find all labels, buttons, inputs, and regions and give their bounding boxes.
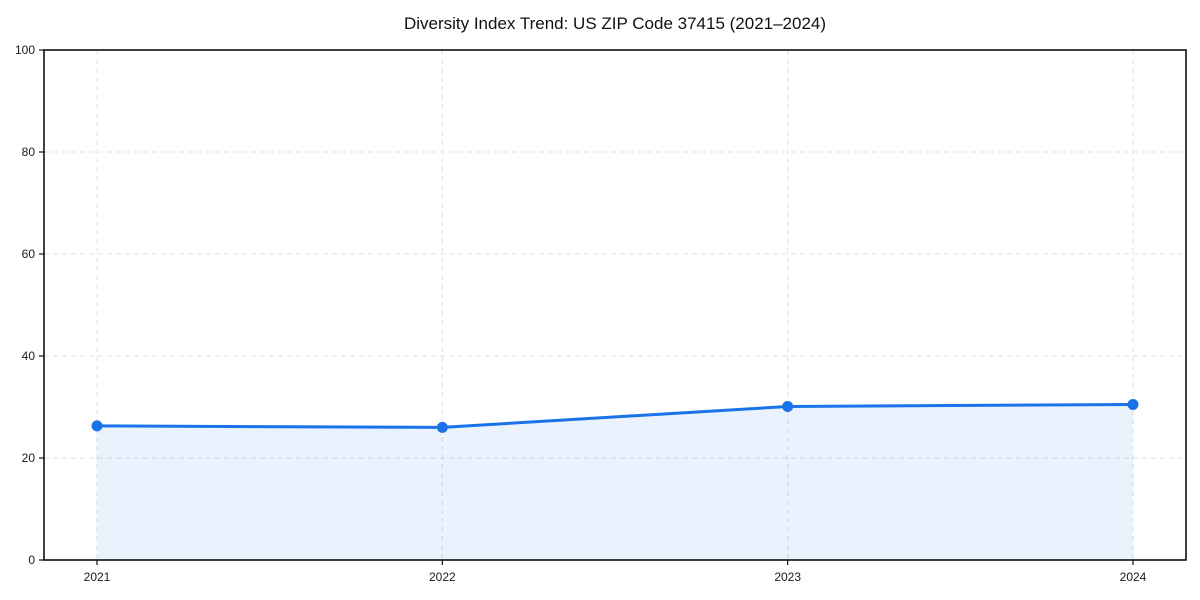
x-tick-label-2022: 2022 [429,570,456,584]
y-tick-label-100: 100 [15,43,35,57]
y-tick-label-40: 40 [22,349,36,363]
data-points [91,398,1139,433]
data-point-2021 [91,420,103,432]
x-tick-label-2024: 2024 [1120,570,1147,584]
x-axis-tick-labels: 2021 2022 2023 2024 [84,570,1147,584]
gridlines [44,50,1186,560]
plot-border [43,49,1187,561]
area-series [97,404,1133,560]
axes [39,49,1187,565]
y-tick-label-20: 20 [22,451,36,465]
y-axis-tick-labels: 0 20 40 60 80 100 [15,43,35,567]
chart-title: Diversity Index Trend: US ZIP Code 37415… [404,14,826,33]
trend-line-path [95,402,1135,429]
data-point-2024 [1127,398,1139,410]
data-point-2023 [782,400,794,412]
y-tick-label-80: 80 [22,145,36,159]
x-tick-label-2021: 2021 [84,570,111,584]
y-tick-label-60: 60 [22,247,36,261]
area-fill [97,404,1133,560]
y-tick-label-0: 0 [28,553,35,567]
line-series [95,402,1135,429]
data-point-2022 [436,421,448,433]
x-tick-label-2023: 2023 [774,570,801,584]
